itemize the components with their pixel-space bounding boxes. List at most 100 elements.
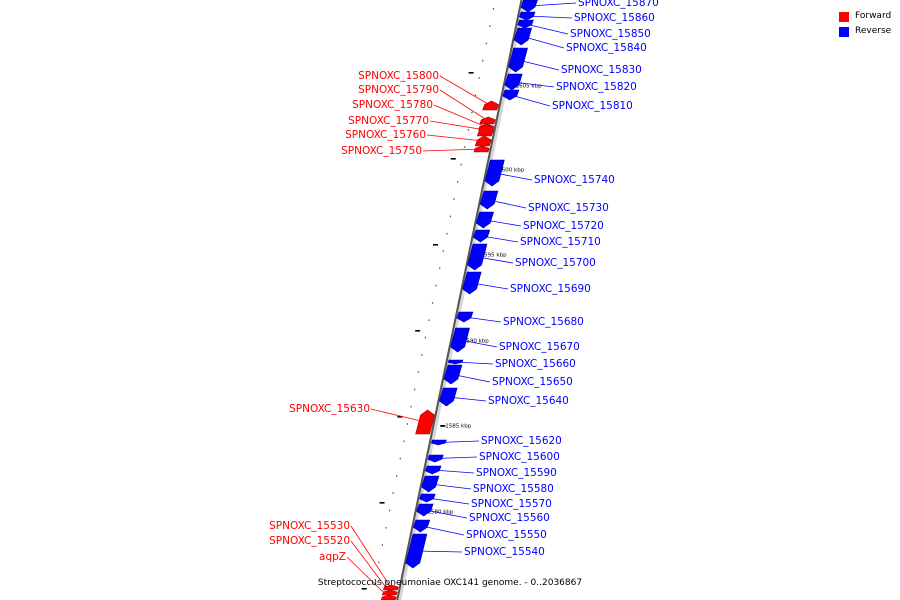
gene-connector	[439, 75, 491, 106]
minor-tick	[396, 475, 398, 477]
legend-forward-label: Forward	[855, 11, 892, 21]
gene-connector	[429, 120, 486, 131]
minor-tick	[388, 509, 391, 512]
gene-connector	[484, 219, 522, 227]
minor-tick	[424, 336, 426, 339]
gene-label: SPNOXC_15800	[358, 70, 439, 82]
gene-connector	[471, 282, 509, 290]
gene-label: SPNOXC_15730	[528, 202, 609, 214]
gene-label: aqpZ	[319, 551, 346, 563]
gene-label: SPNOXC_15570	[471, 498, 552, 510]
gene-label: SPNOXC_15770	[348, 115, 429, 127]
minor-tick	[457, 181, 459, 183]
minor-tick	[421, 354, 423, 356]
minor-tick	[374, 578, 376, 581]
gene-connector	[422, 148, 482, 152]
gene-connector	[427, 497, 470, 505]
minor-tick	[417, 371, 419, 373]
minor-tick	[474, 94, 477, 97]
kbp-tick-label: 1595 kbp	[481, 253, 507, 259]
minor-tick	[381, 544, 383, 546]
genome-caption: Streptococcus pneumoniae OXC141 genome. …	[317, 578, 583, 588]
gene-feature[interactable]	[381, 589, 398, 596]
gene-connector	[464, 316, 502, 323]
minor-tick	[442, 250, 444, 252]
gene-connector	[433, 104, 487, 128]
gene-feature[interactable]	[405, 533, 428, 569]
minor-tick	[446, 232, 448, 235]
gene-connector	[350, 525, 392, 588]
minor-tick	[467, 129, 469, 131]
gene-label: SPNOXC_15810	[552, 100, 633, 112]
gene-connector	[488, 199, 527, 209]
gene-feature[interactable]	[517, 19, 534, 29]
gene-connector	[513, 81, 555, 88]
gene-connector	[346, 556, 390, 598]
gene-connector	[448, 396, 487, 402]
gene-label: SPNOXC_15780	[352, 99, 433, 111]
major-tick	[450, 158, 456, 160]
major-tick	[432, 244, 438, 246]
gene-label: SPNOXC_15540	[464, 546, 545, 558]
minor-tick	[403, 440, 405, 443]
gene-connector	[522, 36, 565, 49]
kbp-tick-label: 1600 kbp	[498, 168, 524, 174]
gene-label: SPNOXC_15670	[499, 341, 580, 353]
minor-tick	[406, 423, 409, 425]
legend-reverse: Reverse	[839, 24, 891, 39]
major-tick	[415, 330, 421, 332]
gene-connector	[481, 235, 519, 243]
gene-connector	[370, 408, 426, 423]
gene-label: SPNOXC_15790	[358, 84, 439, 96]
gene-label: SPNOXC_15640	[488, 395, 569, 407]
gene-connector	[426, 134, 484, 142]
gene-label: SPNOXC_15530	[269, 520, 350, 532]
minor-tick	[410, 405, 412, 408]
gene-connector	[424, 509, 468, 519]
gene-connector	[529, 2, 577, 7]
gene-connector	[527, 15, 573, 19]
gene-label: SPNOXC_15740	[534, 174, 615, 186]
gene-connector	[435, 456, 478, 459]
gene-connector	[438, 440, 480, 443]
gene-feature[interactable]	[513, 27, 533, 46]
gene-label: SPNOXC_15840	[566, 42, 647, 54]
major-tick	[468, 72, 474, 74]
gene-connector	[416, 550, 463, 553]
minor-tick	[482, 59, 484, 62]
gene-label: SPNOXC_15550	[466, 529, 547, 541]
gene-label: SPNOXC_15860	[574, 12, 655, 24]
kbp-tick-label: 1580 kbp	[427, 510, 453, 516]
gene-label: SPNOXC_15600	[479, 451, 560, 463]
gene-connector	[452, 374, 491, 383]
major-tick	[397, 416, 403, 418]
legend-forward: Forward	[839, 9, 891, 24]
gene-labels: SPNOXC_15870 SPNOXC_15860 SPNOXC_15850 SPNO…	[269, 0, 659, 598]
gene-label: SPNOXC_15560	[469, 512, 550, 524]
reverse-swatch	[839, 26, 849, 37]
gene-label: SPNOXC_15820	[556, 81, 637, 93]
major-tick	[361, 588, 367, 590]
gene-connector	[477, 256, 514, 264]
forward-swatch	[839, 11, 849, 22]
minor-tick	[378, 561, 380, 564]
gene-connector	[460, 339, 498, 348]
gene-label: SPNOXC_15580	[473, 483, 554, 495]
gene-connector	[517, 59, 560, 71]
gene-connector	[439, 89, 488, 121]
gene-feature[interactable]	[518, 11, 536, 21]
minor-tick	[385, 527, 387, 529]
gene-feature[interactable]	[476, 123, 495, 137]
minor-tick	[489, 25, 491, 27]
gene-connector	[430, 483, 472, 490]
gene-label: SPNOXC_15830	[561, 64, 642, 76]
gene-label: SPNOXC_15710	[520, 236, 601, 248]
minor-tick	[439, 267, 441, 270]
minor-tick	[453, 198, 455, 200]
axis-shadow	[396, 0, 526, 600]
gene-label: SPNOXC_15520	[269, 535, 350, 547]
legend: Forward Reverse	[839, 9, 891, 39]
gene-connector	[525, 23, 569, 35]
minor-tick	[492, 8, 495, 10]
